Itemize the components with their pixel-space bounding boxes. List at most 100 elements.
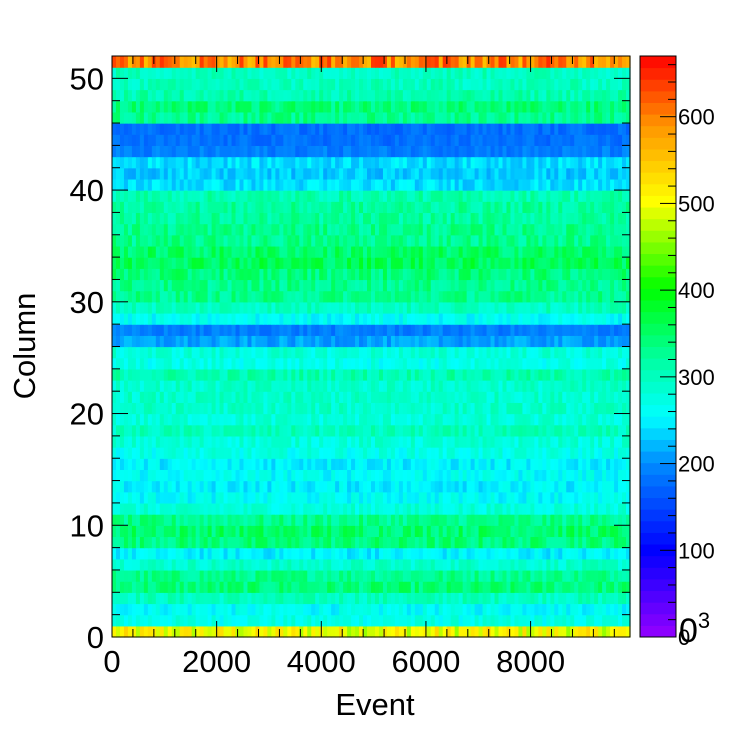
heatmap-cell xyxy=(382,357,388,370)
heatmap-cell xyxy=(574,234,579,247)
heatmap-cell xyxy=(115,357,121,370)
heatmap-cell xyxy=(422,312,428,325)
heatmap-cell xyxy=(454,245,460,258)
heatmap-cell xyxy=(574,357,579,370)
heatmap-cell xyxy=(530,324,535,336)
heatmap-cell xyxy=(219,569,225,582)
heatmap-cell xyxy=(522,625,527,638)
heatmap-cell xyxy=(259,212,265,225)
heatmap-cell xyxy=(566,413,571,426)
heatmap-cell xyxy=(143,312,149,325)
heatmap-cell xyxy=(327,424,332,437)
heatmap-cell xyxy=(374,279,380,292)
heatmap-cell xyxy=(626,368,631,381)
heatmap-cell xyxy=(578,458,583,471)
heatmap-cell xyxy=(486,357,492,370)
heatmap-cell xyxy=(319,257,324,269)
heatmap-cell xyxy=(243,290,249,303)
heatmap-cell xyxy=(263,301,268,314)
heatmap-cell xyxy=(498,290,504,303)
heatmap-cell xyxy=(414,368,420,381)
heatmap-cell xyxy=(175,335,181,348)
heatmap-cell xyxy=(315,603,320,616)
heatmap-cell xyxy=(414,569,420,582)
heatmap-cell xyxy=(203,480,209,493)
heatmap-cell xyxy=(566,402,571,415)
heatmap-cell xyxy=(554,603,559,616)
heatmap-cell xyxy=(191,603,197,616)
heatmap-cell xyxy=(450,301,456,314)
heatmap-cell xyxy=(163,312,169,325)
heatmap-cell xyxy=(263,413,268,426)
heatmap-cell xyxy=(582,223,587,236)
heatmap-cell xyxy=(123,558,129,571)
heatmap-cell xyxy=(371,558,376,571)
heatmap-cell xyxy=(598,413,603,426)
heatmap-cell xyxy=(143,357,149,370)
heatmap-cell xyxy=(534,312,539,325)
heatmap-cell xyxy=(131,625,137,638)
heatmap-cell xyxy=(327,625,332,638)
heatmap-cell xyxy=(123,234,129,247)
heatmap-cell xyxy=(223,223,229,236)
heatmap-cell xyxy=(239,447,245,459)
heatmap-cell xyxy=(327,279,332,292)
heatmap-cell xyxy=(418,212,424,225)
heatmap-cell xyxy=(112,491,117,504)
heatmap-cell xyxy=(159,380,165,392)
heatmap-cell xyxy=(530,402,535,415)
heatmap-cell xyxy=(367,357,372,370)
heatmap-cell xyxy=(351,268,356,281)
heatmap-cell xyxy=(470,324,476,336)
heatmap-cell xyxy=(518,603,524,616)
heatmap-cell xyxy=(151,525,157,538)
heatmap-cell xyxy=(622,581,627,593)
heatmap-cell xyxy=(498,268,504,281)
heatmap-cell xyxy=(171,335,177,348)
heatmap-cell xyxy=(442,268,448,281)
heatmap-cell xyxy=(271,335,276,348)
heatmap-cell xyxy=(331,212,336,225)
heatmap-cell xyxy=(594,480,599,493)
heatmap-cell xyxy=(351,469,356,482)
heatmap-cell xyxy=(502,458,508,471)
heatmap-cell xyxy=(374,212,380,225)
heatmap-cell xyxy=(263,380,268,392)
heatmap-cell xyxy=(211,447,217,459)
heatmap-cell xyxy=(574,625,579,638)
heatmap-cell xyxy=(363,447,368,459)
heatmap-cell xyxy=(347,245,352,258)
heatmap-cell xyxy=(374,368,380,381)
heatmap-cell xyxy=(283,391,288,403)
heatmap-cell xyxy=(490,279,496,292)
heatmap-cell xyxy=(438,223,444,236)
heatmap-cell xyxy=(530,547,535,560)
heatmap-cell xyxy=(211,424,217,437)
heatmap-cell xyxy=(490,581,496,593)
heatmap-cell xyxy=(542,514,547,526)
heatmap-cell xyxy=(179,502,185,515)
heatmap-cell xyxy=(219,424,225,437)
heatmap-cell xyxy=(119,424,125,437)
heatmap-cell xyxy=(359,435,364,448)
heatmap-cell xyxy=(494,581,500,593)
heatmap-cell xyxy=(112,312,117,325)
heatmap-cell xyxy=(283,480,288,493)
heatmap-cell xyxy=(550,581,555,593)
heatmap-cell xyxy=(622,413,627,426)
heatmap-cell xyxy=(614,268,619,281)
heatmap-cell xyxy=(311,525,316,538)
heatmap-cell xyxy=(590,257,595,269)
heatmap-cell xyxy=(506,413,512,426)
heatmap-cell xyxy=(458,391,464,403)
heatmap-cell xyxy=(606,257,611,269)
heatmap-cell xyxy=(359,290,364,303)
heatmap-cell xyxy=(251,223,257,236)
heatmap-cell xyxy=(570,435,575,448)
heatmap-cell xyxy=(426,424,432,437)
heatmap-cell xyxy=(299,592,304,605)
heatmap-cell xyxy=(546,435,551,448)
heatmap-cell xyxy=(191,357,197,370)
heatmap-cell xyxy=(602,435,607,448)
heatmap-cell xyxy=(558,368,563,381)
